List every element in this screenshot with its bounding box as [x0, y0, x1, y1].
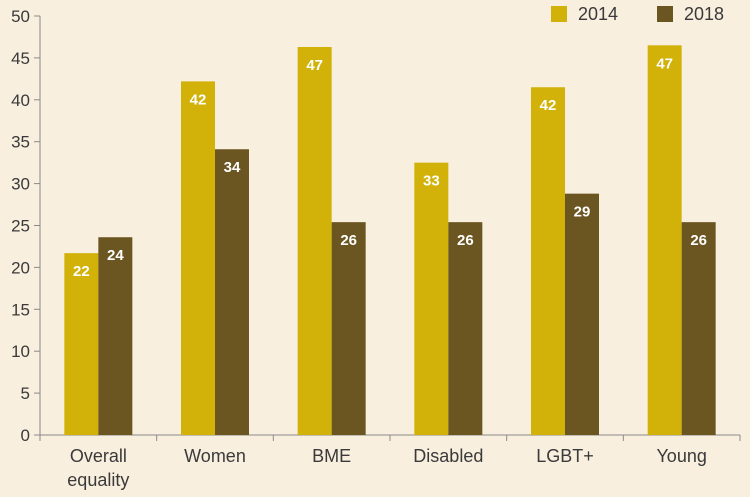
- bar-2018-0: [98, 237, 133, 435]
- data-label-2018-0: 24: [107, 247, 124, 264]
- bar-2014-5: [647, 45, 682, 436]
- y-tick-label: 50: [11, 7, 30, 26]
- legend-swatch-2018: [657, 6, 673, 22]
- x-axis: Overall equality Women BME Disabled LGBT+ Youn…: [39, 434, 741, 490]
- bar-2014-4: [531, 87, 565, 435]
- x-tick-label-line: Overall: [70, 446, 127, 466]
- bar-2018-1: [215, 149, 249, 435]
- legend-label-2018: 2018: [684, 4, 724, 24]
- bar-2018-4: [565, 193, 599, 435]
- x-tick-label: LGBT+: [536, 446, 594, 466]
- data-label-2014-2: 47: [306, 57, 323, 74]
- data-label-2018-3: 26: [457, 232, 474, 249]
- data-label-2014-4: 42: [540, 97, 557, 114]
- data-label-2018-5: 26: [690, 232, 707, 249]
- x-tick-label-line: Women: [184, 446, 246, 466]
- legend-swatch-2014: [551, 6, 567, 22]
- bar-2018-5: [681, 222, 716, 435]
- y-tick-label: 45: [11, 49, 30, 68]
- y-tick-label: 10: [11, 342, 30, 361]
- legend: 2014 2018: [551, 4, 724, 24]
- y-tick-label: 40: [11, 91, 30, 110]
- x-tick-label: Disabled: [413, 446, 483, 466]
- bar-2018-3: [448, 222, 483, 435]
- x-tick-label-line: equality: [67, 470, 129, 490]
- x-tick-label: BME: [312, 446, 351, 466]
- y-tick-label: 25: [11, 217, 30, 236]
- x-tick-label-line: LGBT+: [536, 446, 594, 466]
- legend-label-2014: 2014: [578, 4, 618, 24]
- y-tick-label: 0: [21, 426, 30, 445]
- bar-2014-0: [64, 253, 99, 435]
- x-tick-label: Young: [656, 446, 706, 466]
- data-label-2018-4: 29: [574, 204, 591, 221]
- y-tick-label: 5: [21, 384, 30, 403]
- bar-2014-1: [181, 81, 215, 435]
- bar-2014-3: [414, 162, 449, 435]
- bar-2018-2: [331, 222, 366, 435]
- x-tick-label-line: BME: [312, 446, 351, 466]
- y-tick-label: 20: [11, 258, 30, 277]
- data-label-2014-1: 42: [190, 91, 207, 108]
- data-label-2014-3: 33: [423, 173, 440, 190]
- y-tick-label: 35: [11, 133, 30, 152]
- x-tick-label: Overall equality: [67, 446, 129, 490]
- data-label-2014-5: 47: [656, 55, 673, 72]
- bar-series-group: 22 42 47 33 42 47 24 34 26 26 29 26: [64, 45, 716, 436]
- bar-2014-2: [297, 47, 332, 435]
- y-tick-label: 30: [11, 175, 30, 194]
- data-label-2018-1: 34: [224, 159, 241, 176]
- data-label-2018-2: 26: [340, 232, 357, 249]
- y-tick-label: 15: [11, 300, 30, 319]
- x-tick-label: Women: [184, 446, 246, 466]
- y-axis: 0 5 10 15 20 25 30 35 40 45 50: [11, 7, 41, 445]
- x-tick-label-line: Young: [656, 446, 706, 466]
- x-tick-label-line: Disabled: [413, 446, 483, 466]
- data-label-2014-0: 22: [73, 263, 90, 280]
